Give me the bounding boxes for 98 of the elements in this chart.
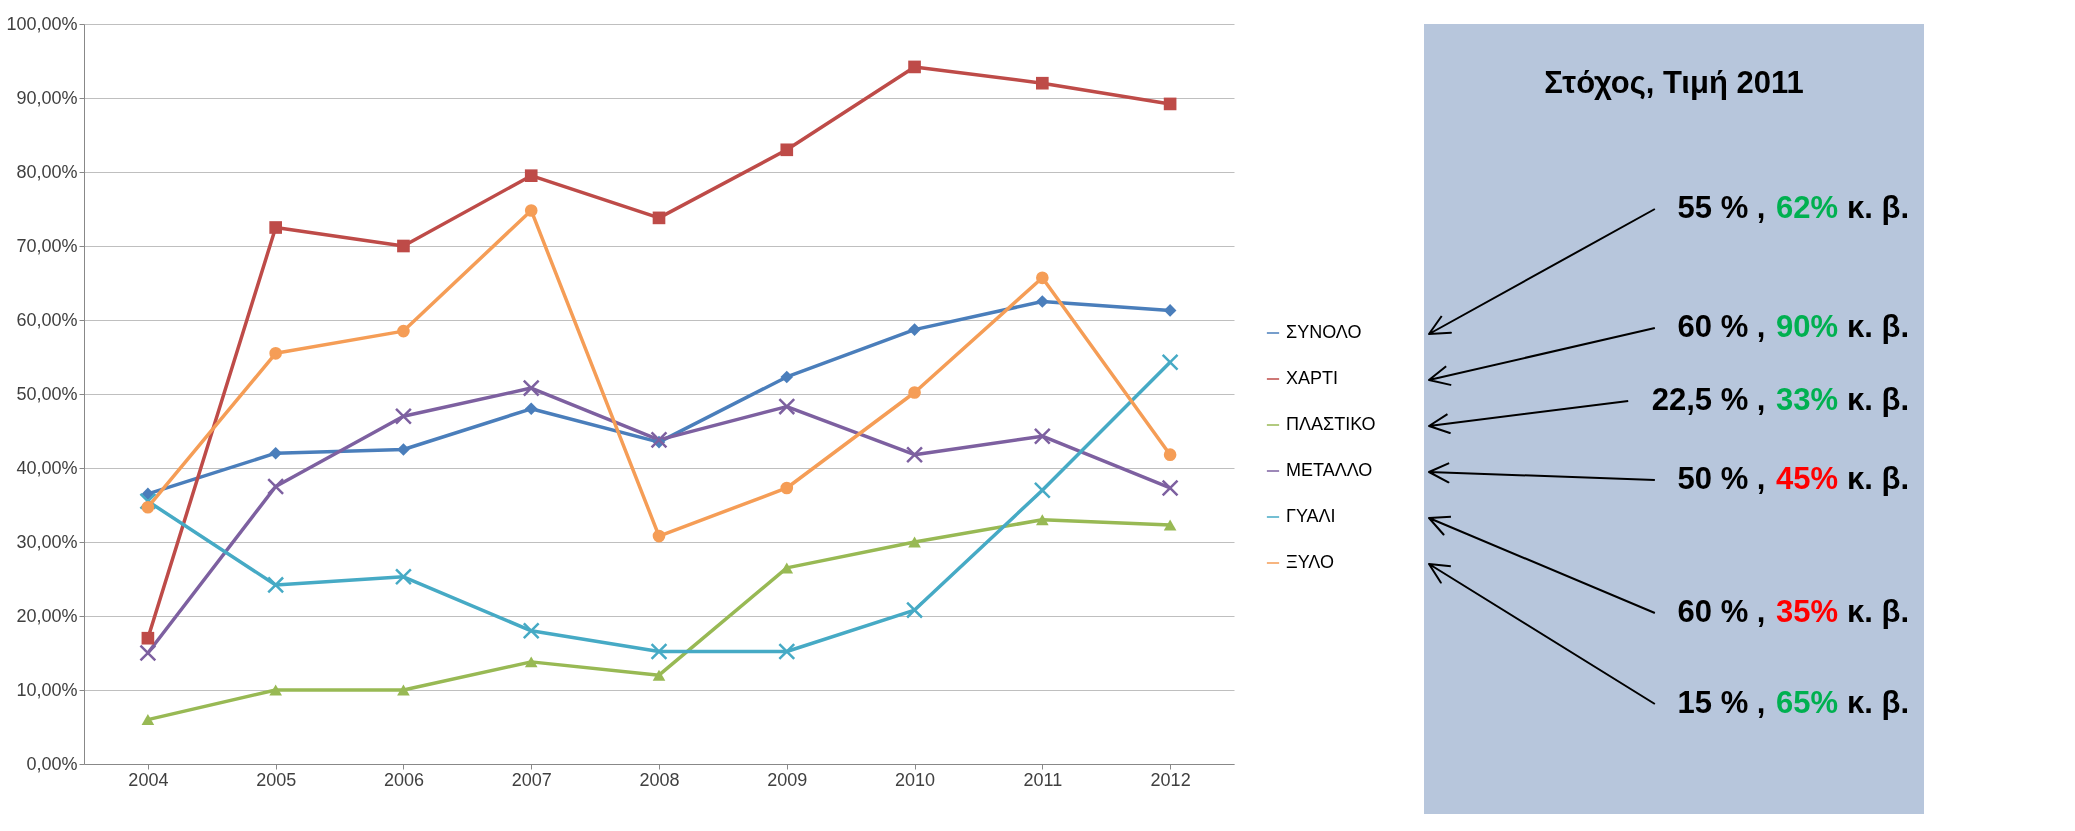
point [1036, 514, 1049, 526]
text: κ. β. [1846, 382, 1909, 417]
text: 60 % , [1677, 309, 1766, 344]
text: 62% [1775, 190, 1838, 225]
point [652, 669, 666, 681]
legend-label: ΠΛΑΣΤΙΚΟ [1286, 414, 1376, 434]
point [394, 407, 413, 425]
text: Στόχος, Τιμή 2011 [1544, 65, 1804, 100]
point [1036, 295, 1049, 308]
y-tick-label: 20,00% [16, 605, 78, 626]
x-tick-label: 2005 [256, 769, 297, 790]
point [780, 370, 794, 384]
legend-label: ΧΑΡΤΙ [1286, 368, 1339, 388]
text: 15 % , [1677, 685, 1766, 720]
point [1033, 481, 1051, 499]
point [269, 684, 282, 696]
point [1033, 427, 1051, 445]
point [650, 431, 668, 449]
point [397, 239, 410, 253]
point [394, 568, 413, 586]
y-tick-label: 100,00% [6, 13, 78, 34]
point [1163, 519, 1177, 531]
legend-label: ΓΥΑΛΙ [1286, 506, 1336, 526]
point [778, 397, 796, 416]
point [141, 500, 155, 514]
text: κ. β. [1846, 685, 1909, 720]
y-tick-label: 80,00% [16, 161, 78, 182]
point [524, 656, 538, 668]
y-tick-label: 0,00% [26, 753, 78, 774]
point [905, 446, 924, 464]
text: 33% [1775, 382, 1838, 417]
legend-label: ΞΥΛΟ [1286, 552, 1335, 572]
text: 45% [1775, 461, 1838, 496]
text: κ. β. [1846, 461, 1909, 496]
point [780, 562, 794, 574]
point [139, 644, 157, 662]
point [522, 379, 540, 397]
x-tick-label: 2006 [383, 769, 424, 790]
point [778, 642, 796, 661]
point [652, 211, 666, 225]
point [267, 477, 285, 496]
point [780, 481, 794, 495]
point [397, 684, 410, 696]
point [269, 446, 282, 460]
text: 35% [1775, 594, 1838, 629]
point [397, 443, 410, 456]
point [524, 402, 538, 416]
text: 65% [1775, 685, 1838, 720]
text: κ. β. [1846, 594, 1909, 629]
point [1161, 353, 1179, 371]
y-tick-label: 10,00% [16, 679, 78, 700]
x-tick-label: 2007 [511, 769, 552, 790]
point [141, 631, 155, 645]
x-tick-label: 2004 [128, 769, 169, 790]
y-tick-label: 70,00% [16, 235, 78, 256]
point [908, 536, 921, 548]
x-tick-label: 2012 [1150, 769, 1191, 790]
point [908, 323, 921, 336]
point [780, 143, 794, 157]
x-tick-label: 2009 [767, 769, 808, 790]
y-tick-label: 60,00% [16, 309, 78, 330]
point [139, 492, 157, 510]
point [397, 324, 410, 338]
point [1163, 97, 1177, 111]
point [522, 622, 540, 640]
text: κ. β. [1846, 309, 1909, 344]
point [1036, 76, 1049, 90]
point [1163, 304, 1177, 317]
x-tick-label: 2010 [895, 769, 936, 790]
point [1161, 479, 1179, 497]
text: κ. β. [1846, 190, 1909, 225]
point [908, 60, 921, 74]
y-tick-label: 30,00% [16, 531, 78, 552]
point [524, 169, 538, 183]
y-tick-label: 90,00% [16, 87, 78, 108]
point [905, 601, 924, 619]
point [269, 221, 282, 234]
text: 22,5 % , [1651, 382, 1766, 417]
point [650, 642, 668, 661]
text: 55 % , [1677, 190, 1766, 225]
x-tick-label: 2011 [1023, 769, 1063, 790]
point [141, 714, 155, 726]
point [652, 529, 666, 543]
legend-label: ΜΕΤΑΛΛΟ [1286, 460, 1373, 480]
text: 90% [1775, 309, 1838, 344]
x-tick-label: 2008 [639, 769, 680, 790]
point [524, 204, 538, 217]
y-tick-label: 50,00% [16, 383, 78, 404]
point [141, 487, 155, 501]
point [267, 576, 285, 594]
y-tick-label: 40,00% [16, 457, 78, 478]
point [908, 386, 921, 399]
text: 60 % , [1677, 594, 1766, 629]
point [269, 346, 282, 360]
point [1036, 271, 1049, 285]
legend-label: ΣΥΝΟΛΟ [1286, 322, 1362, 342]
point [1163, 448, 1177, 461]
text: 50 % , [1677, 461, 1766, 496]
